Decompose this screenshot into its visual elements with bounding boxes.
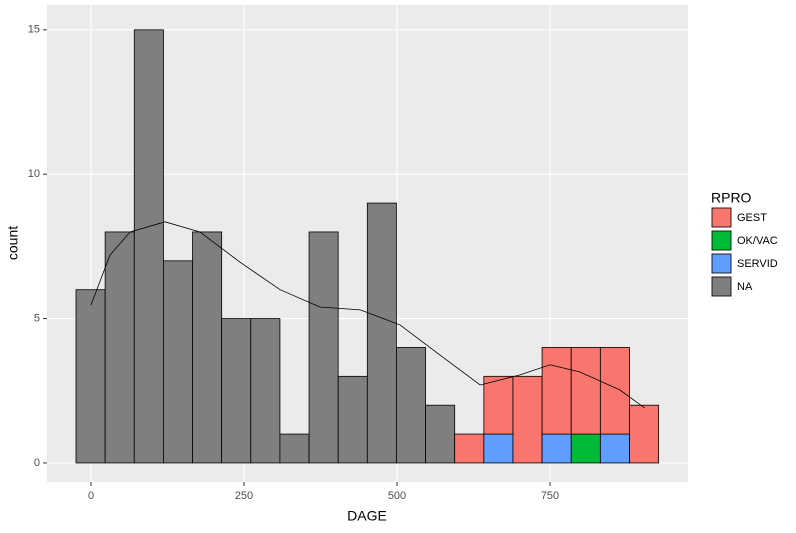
legend-label: SERVID bbox=[737, 258, 778, 270]
x-tick-label: 250 bbox=[235, 490, 253, 502]
bar bbox=[570, 433, 601, 464]
bar bbox=[308, 231, 339, 464]
bar bbox=[599, 433, 630, 464]
x-tick-label: 750 bbox=[541, 490, 559, 502]
bar bbox=[192, 231, 223, 464]
bar bbox=[75, 289, 106, 464]
bar bbox=[425, 404, 456, 464]
density-line bbox=[90, 221, 646, 409]
x-tick-label: 500 bbox=[388, 490, 406, 502]
x-axis-title: DAGE bbox=[347, 508, 387, 524]
legend-label: NA bbox=[737, 281, 753, 293]
bar bbox=[541, 433, 572, 464]
legend-label: OK/VAC bbox=[737, 235, 778, 247]
y-tick-label: 10 bbox=[28, 168, 40, 180]
bar bbox=[483, 433, 514, 464]
legend-label: GEST bbox=[737, 212, 767, 224]
legend-swatch bbox=[711, 253, 732, 274]
bar bbox=[279, 433, 310, 464]
y-tick-label: 5 bbox=[34, 312, 40, 324]
bar bbox=[221, 318, 252, 464]
bar bbox=[629, 404, 660, 464]
legend-swatch bbox=[711, 207, 732, 228]
bar bbox=[541, 347, 572, 435]
bar bbox=[396, 347, 426, 464]
bar bbox=[599, 347, 630, 435]
legend-swatch bbox=[711, 276, 732, 297]
bar bbox=[570, 347, 601, 435]
bar bbox=[250, 318, 281, 464]
y-axis-title: count bbox=[5, 226, 21, 260]
legend-swatch bbox=[711, 230, 732, 251]
y-tick-label: 0 bbox=[34, 457, 40, 469]
x-tick-label: 0 bbox=[88, 490, 94, 502]
bar bbox=[163, 260, 193, 464]
bar bbox=[133, 29, 164, 464]
marks bbox=[75, 29, 660, 464]
bar bbox=[512, 375, 543, 464]
legend: GEST OK/VAC SERVID NA bbox=[711, 207, 778, 297]
bar bbox=[337, 375, 368, 464]
legend-title: RPRO bbox=[711, 190, 752, 206]
y-tick-label: 15 bbox=[28, 24, 40, 36]
bar bbox=[366, 202, 397, 464]
bar bbox=[483, 375, 514, 435]
bar bbox=[454, 433, 485, 464]
bar bbox=[104, 231, 135, 464]
